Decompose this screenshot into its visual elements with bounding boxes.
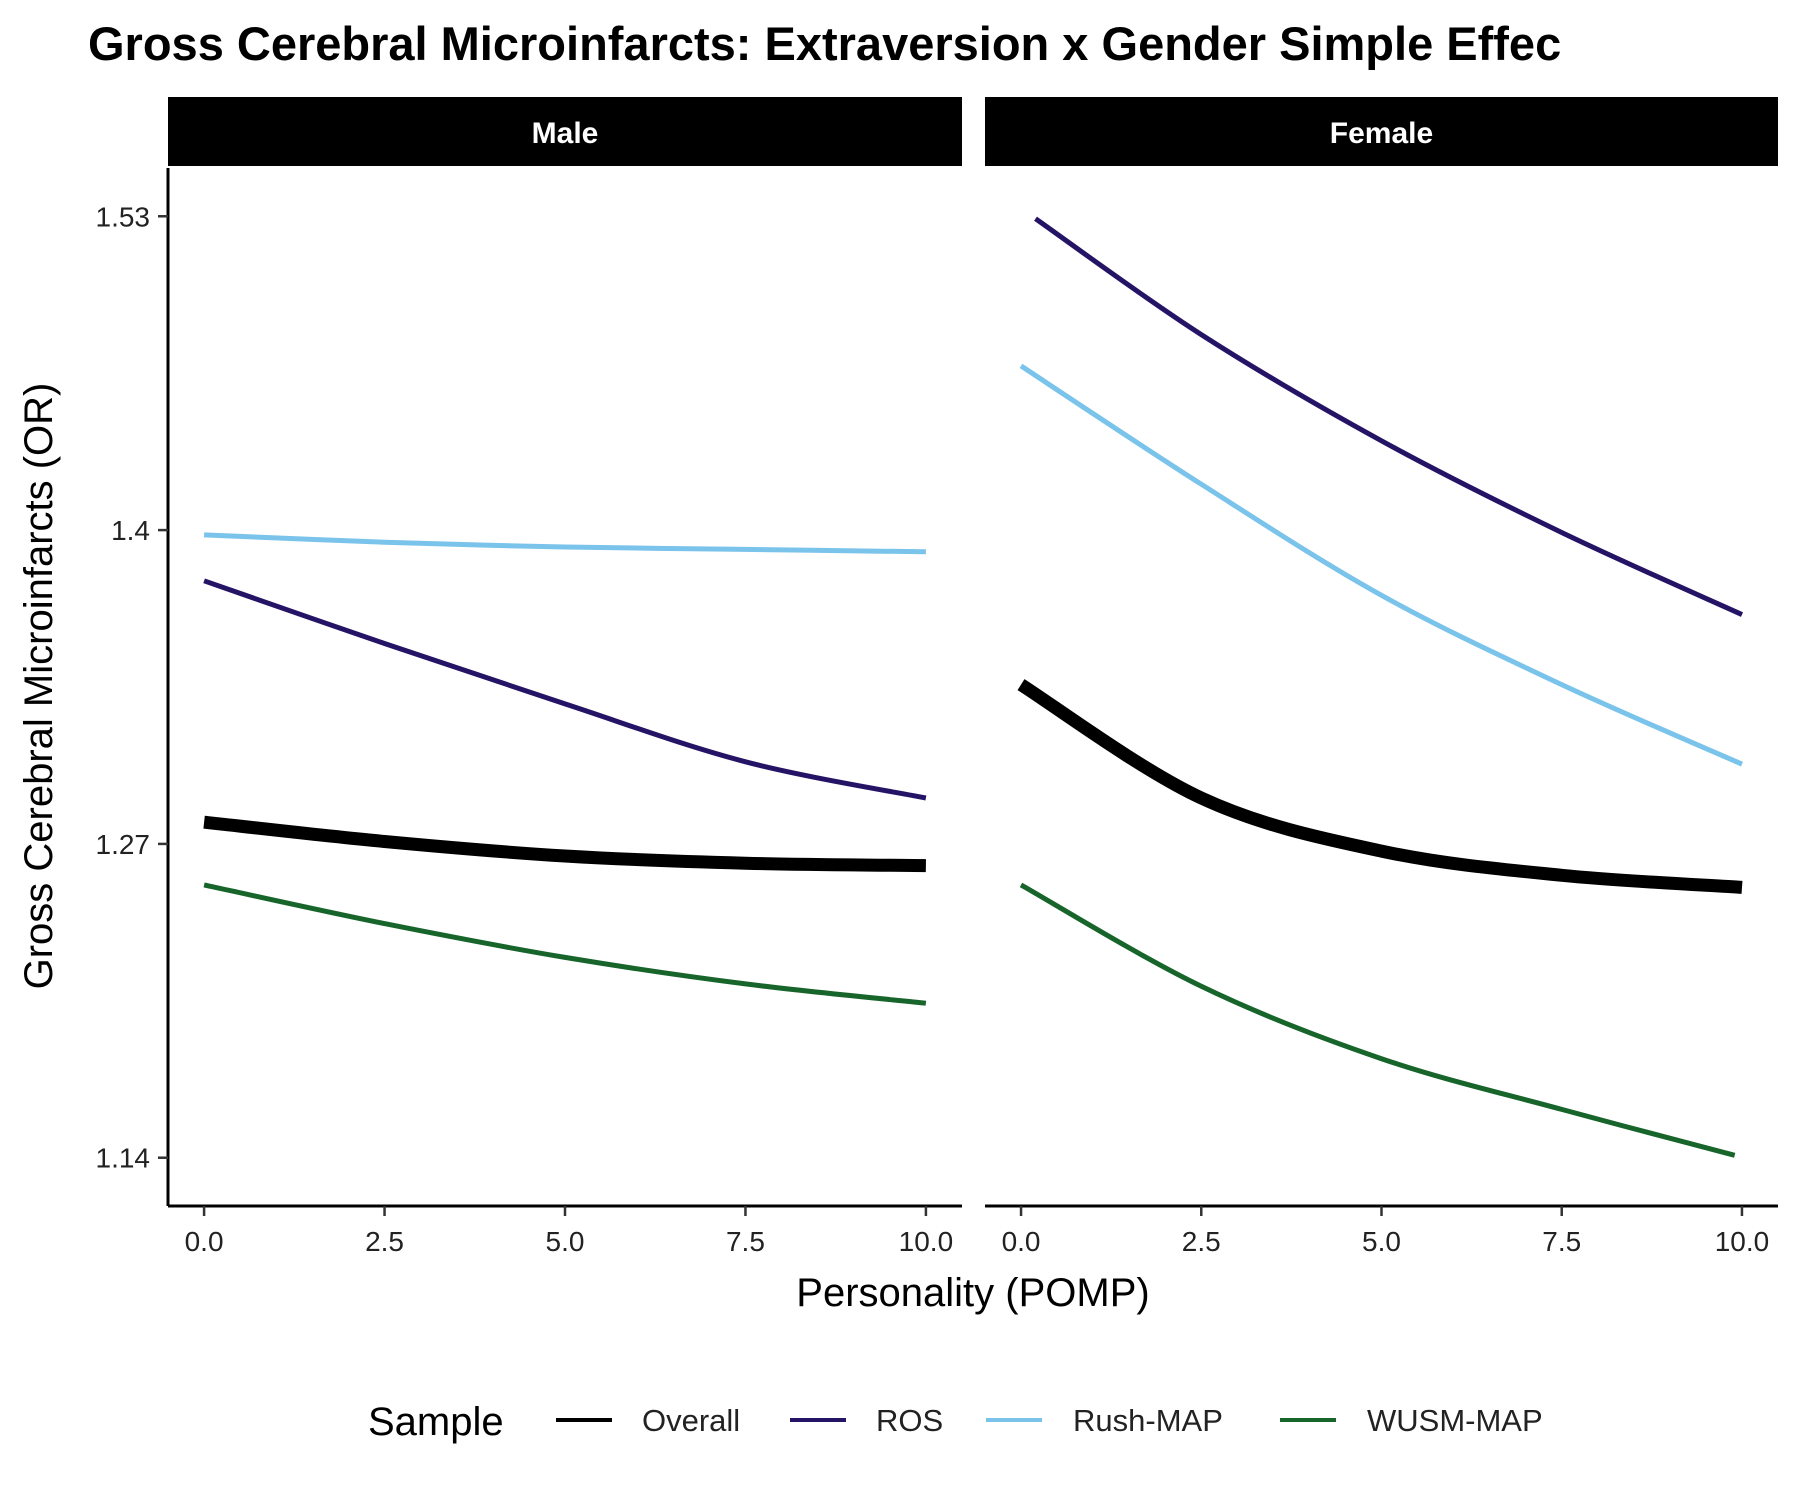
- facet-strip: [985, 97, 1778, 166]
- legend-label: Overall: [642, 1403, 740, 1438]
- legend-item-ros: ROS: [790, 1403, 943, 1438]
- legend-item-overall: Overall: [556, 1403, 740, 1438]
- legend-label: WUSM-MAP: [1367, 1403, 1543, 1438]
- x-tick-label: 5.0: [1362, 1226, 1401, 1257]
- facet-strip: [168, 97, 962, 166]
- panel-female: Female 0.0 2.5 5.0 7.5 10.0: [985, 97, 1778, 1257]
- legend-item-wusm-map: WUSM-MAP: [1280, 1403, 1543, 1438]
- facet-label: Male: [532, 117, 599, 150]
- x-tick-label: 0.0: [1002, 1226, 1041, 1257]
- series-line-wusm-map-female: [1019, 882, 1736, 1158]
- x-tick-label: 5.0: [546, 1226, 585, 1257]
- chart-title: Gross Cerebral Microinfarcts: Extraversi…: [88, 17, 1561, 70]
- legend-title: Sample: [368, 1400, 504, 1444]
- series-line-rush-map-male: [204, 532, 926, 555]
- legend-label: Rush-MAP: [1073, 1403, 1223, 1438]
- series-line-ros-female: [1034, 216, 1744, 617]
- x-tick-label: 2.5: [1182, 1226, 1221, 1257]
- x-tick-label: 7.5: [726, 1226, 765, 1257]
- y-tick-label: 1.4: [111, 515, 150, 546]
- legend-label: ROS: [876, 1403, 943, 1438]
- x-tick-label: 10.0: [899, 1226, 954, 1257]
- y-axis: 1.14 1.27 1.4 1.53: [96, 168, 170, 1206]
- series-line-wusm-map-male: [203, 882, 927, 1006]
- x-tick-label: 7.5: [1542, 1226, 1581, 1257]
- y-tick-label: 1.53: [96, 201, 151, 232]
- x-tick-label: 0.0: [185, 1226, 224, 1257]
- legend-item-rush-map: Rush-MAP: [986, 1403, 1223, 1438]
- series-line-rush-map-female: [1019, 363, 1744, 767]
- series-line-ros-male: [203, 578, 927, 801]
- series-line-overall-male: [203, 815, 926, 873]
- y-axis-title: Gross Cerebral Microinfarcts (OR): [17, 383, 61, 990]
- facet-label: Female: [1330, 117, 1433, 150]
- y-tick-label: 1.27: [96, 829, 151, 860]
- y-tick-label: 1.14: [96, 1143, 151, 1174]
- x-axis-title: Personality (POMP): [796, 1271, 1149, 1315]
- x-tick-label: 10.0: [1715, 1226, 1770, 1257]
- legend: Sample Overall ROS Rush-MAP WUSM-MAP: [368, 1400, 1543, 1444]
- series-line-overall-female: [1017, 679, 1743, 894]
- x-tick-label: 2.5: [365, 1226, 404, 1257]
- panel-male: Male 0.0 2.5 5.0 7.5 10.0: [168, 97, 962, 1257]
